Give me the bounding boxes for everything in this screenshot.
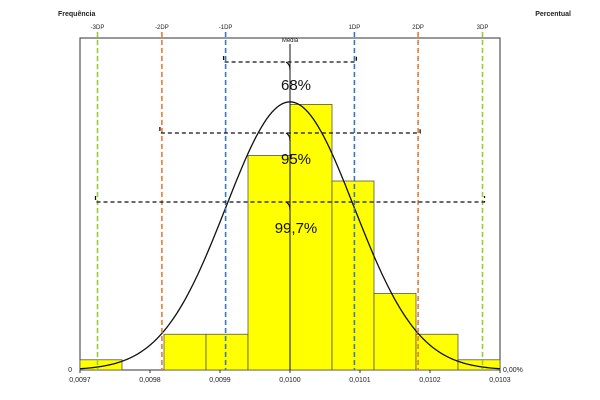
x-tick-label: 0,0101 <box>349 377 371 384</box>
sd-reference-label: 1DP <box>349 25 361 31</box>
histogram-bar <box>457 359 501 371</box>
interval-bracket-tip <box>285 201 291 211</box>
x-tick-label: 0,0100 <box>279 377 301 384</box>
x-tick-label: 0,0103 <box>489 377 511 384</box>
sd-reference-label: 2DP <box>412 25 424 31</box>
interval-bracket <box>222 56 358 63</box>
sd-reference-label: -3DP <box>91 25 105 31</box>
interval-bracket-tip <box>285 61 291 71</box>
histogram-bar <box>331 180 375 371</box>
y-right-zero-label: 0,00% <box>503 367 523 374</box>
interval-percent-label: 99,7% <box>275 220 318 237</box>
interval-bracket <box>94 196 486 203</box>
x-tick-label: 0,0099 <box>209 377 231 384</box>
histogram-bar <box>205 333 249 371</box>
left-axis-label: Frequência <box>58 11 95 18</box>
interval-percent-label: 68% <box>281 77 311 94</box>
interval-percent-label: 95% <box>281 151 311 168</box>
x-tick-label: 0,0102 <box>419 377 441 384</box>
interval-bracket-tip <box>285 132 291 142</box>
histogram-bar <box>415 333 459 371</box>
histogram-bar <box>163 333 207 371</box>
sd-reference-label: 3DP <box>477 25 489 31</box>
x-tick-label: 0,0097 <box>69 377 91 384</box>
sd-reference-label: -1DP <box>219 25 233 31</box>
histogram-bar <box>79 359 123 371</box>
histogram-bar <box>289 104 333 371</box>
histogram-bar <box>247 155 291 371</box>
interval-bracket <box>159 127 421 134</box>
sd-reference-label: Média <box>282 38 299 44</box>
sd-reference-label: -2DP <box>155 25 169 31</box>
x-tick-label: 0,0098 <box>139 377 161 384</box>
y-left-zero-label: 0 <box>68 367 72 374</box>
right-axis-label: Percentual <box>535 11 571 18</box>
histogram-bar <box>373 292 417 371</box>
